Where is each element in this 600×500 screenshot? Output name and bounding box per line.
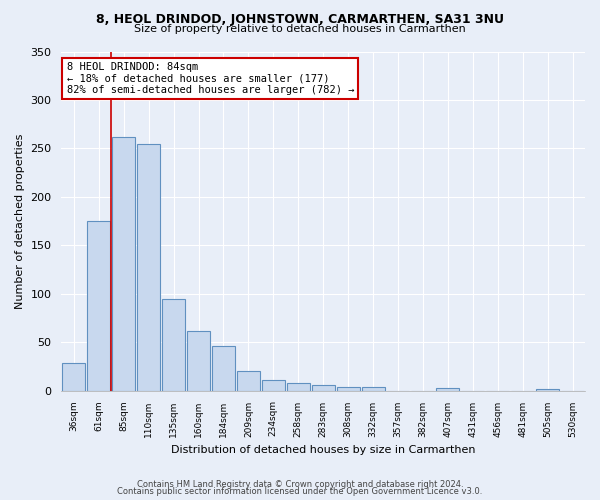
Y-axis label: Number of detached properties: Number of detached properties <box>15 134 25 308</box>
Bar <box>187 330 210 390</box>
Text: 8 HEOL DRINDOD: 84sqm
← 18% of detached houses are smaller (177)
82% of semi-det: 8 HEOL DRINDOD: 84sqm ← 18% of detached … <box>67 62 354 95</box>
Bar <box>337 386 359 390</box>
Bar <box>262 380 285 390</box>
Text: Contains HM Land Registry data © Crown copyright and database right 2024.: Contains HM Land Registry data © Crown c… <box>137 480 463 489</box>
Text: Size of property relative to detached houses in Carmarthen: Size of property relative to detached ho… <box>134 24 466 34</box>
Bar <box>312 385 335 390</box>
Bar <box>536 388 559 390</box>
Bar <box>436 388 460 390</box>
Bar <box>212 346 235 391</box>
Bar <box>237 371 260 390</box>
Bar <box>287 383 310 390</box>
Text: 8, HEOL DRINDOD, JOHNSTOWN, CARMARTHEN, SA31 3NU: 8, HEOL DRINDOD, JOHNSTOWN, CARMARTHEN, … <box>96 12 504 26</box>
Bar <box>362 386 385 390</box>
Bar <box>162 298 185 390</box>
Bar <box>88 221 110 390</box>
Text: Contains public sector information licensed under the Open Government Licence v3: Contains public sector information licen… <box>118 487 482 496</box>
Bar <box>112 137 135 390</box>
Bar <box>137 144 160 390</box>
X-axis label: Distribution of detached houses by size in Carmarthen: Distribution of detached houses by size … <box>171 445 475 455</box>
Bar <box>62 364 85 390</box>
